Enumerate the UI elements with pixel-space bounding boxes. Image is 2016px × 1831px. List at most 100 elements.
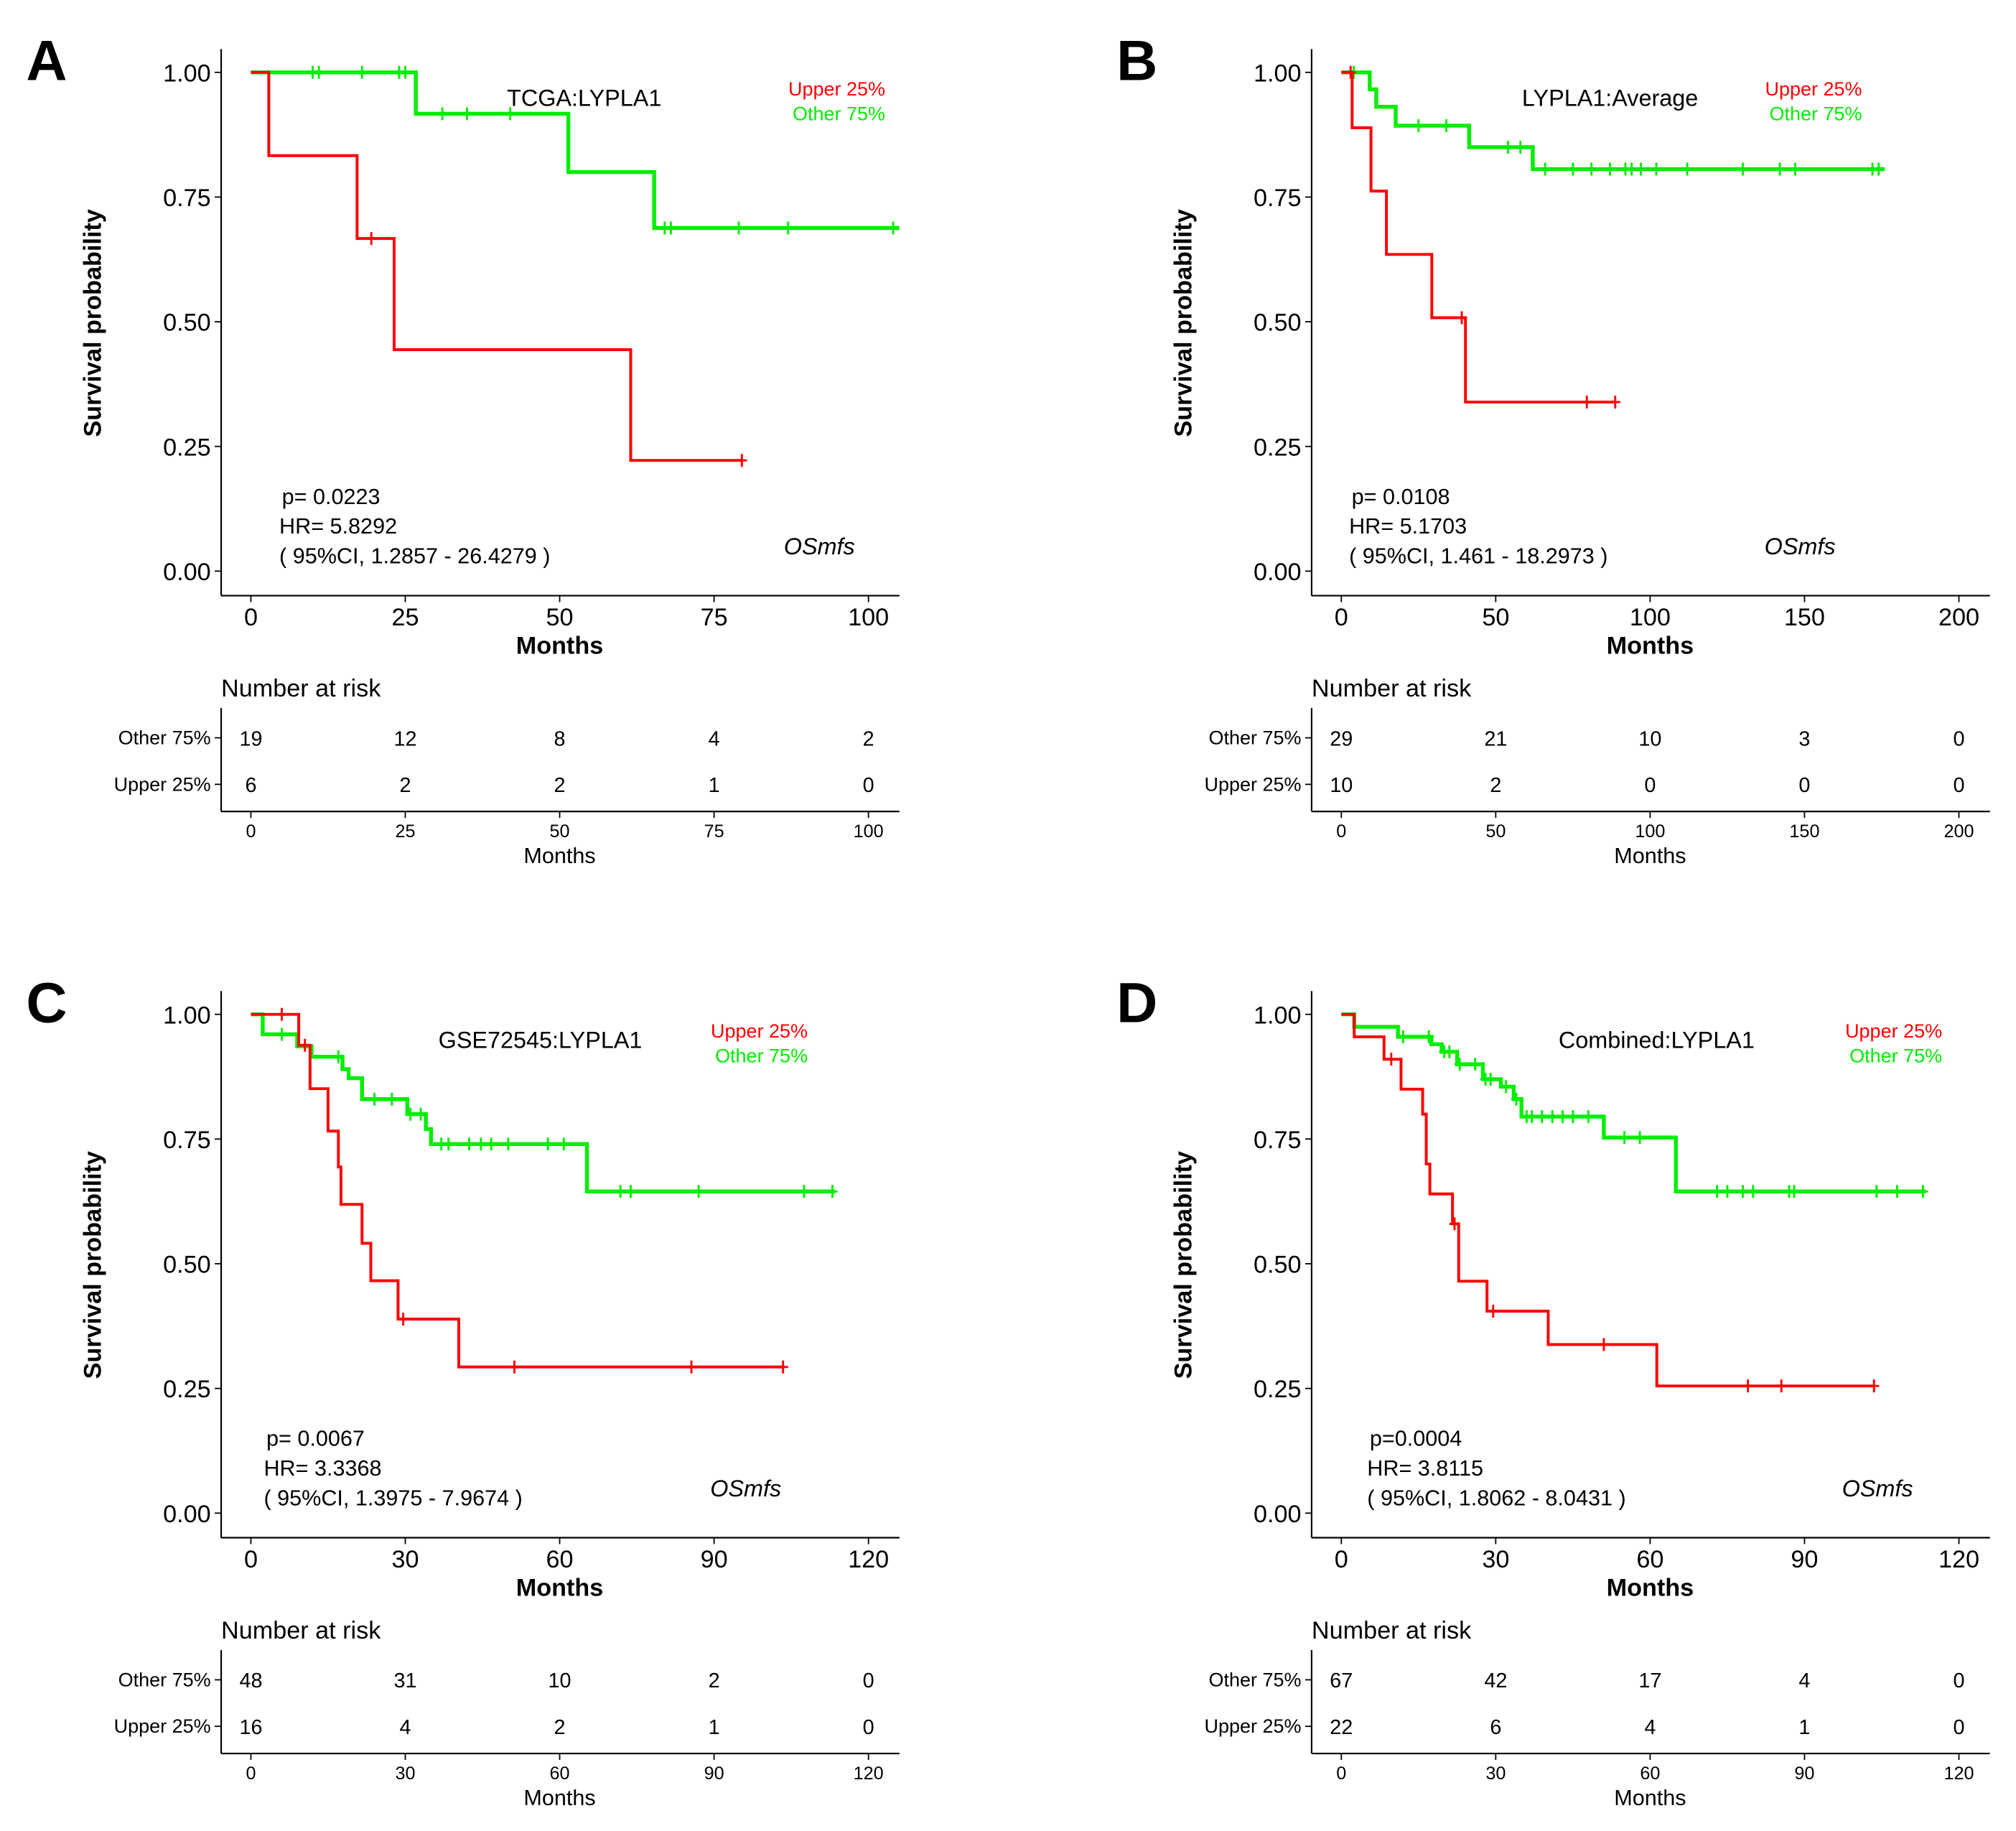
x-tick-label: 200 <box>1938 604 1979 631</box>
risk-count-upper: 2 <box>1490 774 1501 797</box>
risk-count-upper: 0 <box>1644 774 1656 797</box>
censor-mark-upper <box>1449 1217 1460 1231</box>
survival-curve-upper <box>1341 70 1615 404</box>
risk-x-axis-title: Months <box>1614 1786 1686 1810</box>
stat-line: HR= 3.3368 <box>263 1456 381 1481</box>
endpoint-label: OSmfs <box>1842 1476 1913 1501</box>
x-tick-label: 150 <box>1784 604 1825 631</box>
risk-count-other: 21 <box>1484 727 1507 750</box>
risk-count-other: 3 <box>1798 727 1810 750</box>
risk-x-tick-label: 90 <box>1794 1764 1814 1784</box>
risk-x-tick-label: 50 <box>1485 821 1506 842</box>
risk-x-tick-label: 90 <box>704 1764 724 1784</box>
legend-upper: Upper 25% <box>1845 1020 1942 1042</box>
y-tick-label: 0.00 <box>163 559 211 586</box>
risk-count-other: 4 <box>1798 1669 1810 1692</box>
censor-mark-other <box>475 1137 487 1151</box>
censor-mark-other <box>1546 1110 1558 1124</box>
censor-mark-other <box>486 1137 497 1151</box>
y-tick-label: 0.50 <box>1254 309 1302 337</box>
risk-table-title: Number at risk <box>1312 1617 1472 1644</box>
panel-label: A <box>26 29 67 93</box>
risk-table-title: Number at risk <box>1312 675 1472 702</box>
risk-count-other: 12 <box>393 727 416 750</box>
censor-mark-other <box>1722 1185 1733 1198</box>
censor-mark-other <box>1454 1058 1465 1071</box>
risk-count-upper: 2 <box>554 1716 566 1739</box>
censor-mark-other <box>1918 1185 1928 1198</box>
risk-count-other: 29 <box>1330 727 1353 750</box>
risk-count-upper: 16 <box>239 1716 262 1739</box>
censor-mark-other <box>462 107 472 121</box>
y-tick-label: 0.75 <box>163 1127 211 1154</box>
risk-x-tick-label: 150 <box>1789 821 1819 842</box>
censor-mark-other <box>443 1137 454 1151</box>
risk-count-other: 2 <box>863 727 874 750</box>
y-axis-title: Survival probability <box>80 209 107 437</box>
censor-mark-other <box>542 1137 554 1151</box>
survival-curve-other <box>1341 70 1885 172</box>
risk-x-tick-label: 0 <box>1336 821 1346 842</box>
risk-count-other: 8 <box>554 727 566 750</box>
stat-line: ( 95%CI, 1.3975 - 7.9674 ) <box>263 1486 522 1511</box>
x-axis-title: Months <box>1607 1574 1694 1601</box>
risk-count-other: 0 <box>1953 727 1964 750</box>
y-tick-label: 1.00 <box>1254 60 1302 87</box>
stat-line: ( 95%CI, 1.461 - 18.2973 ) <box>1349 544 1607 569</box>
risk-count-other: 0 <box>1953 1669 1964 1692</box>
legend-upper: Upper 25% <box>711 1020 808 1042</box>
censor-mark-other <box>505 107 515 121</box>
risk-count-upper: 1 <box>709 774 720 797</box>
risk-x-tick-label: 30 <box>1485 1764 1506 1784</box>
censor-mark-upper <box>737 454 747 467</box>
survival-curve-upper <box>1341 1012 1875 1388</box>
censor-mark-other <box>1526 1110 1537 1124</box>
censor-mark-upper <box>1582 395 1592 409</box>
censor-mark-other <box>1892 1185 1903 1198</box>
survival-curve-other <box>251 70 900 230</box>
risk-count-other: 0 <box>863 1669 874 1692</box>
censor-mark-other <box>386 1092 398 1106</box>
risk-x-tick-label: 0 <box>1336 1764 1346 1784</box>
censor-mark-other <box>1567 1110 1579 1124</box>
censor-mark-other <box>887 221 899 235</box>
survival-curve-other <box>1341 1012 1926 1193</box>
y-tick-label: 0.75 <box>1254 185 1302 212</box>
x-tick-label: 60 <box>546 1546 574 1573</box>
risk-x-axis-title: Months <box>523 1786 595 1810</box>
risk-row-label-upper: Upper 25% <box>1204 1715 1301 1737</box>
censor-mark-other <box>464 1137 475 1151</box>
risk-count-other: 4 <box>709 727 720 750</box>
risk-row-label-upper: Upper 25% <box>114 1715 211 1737</box>
risk-x-tick-label: 30 <box>395 1764 415 1784</box>
legend-other: Other 75% <box>715 1045 808 1066</box>
legend-other: Other 75% <box>793 103 885 124</box>
censor-mark-upper <box>778 1360 788 1374</box>
x-tick-label: 100 <box>1630 604 1671 631</box>
risk-row-label-other: Other 75% <box>1209 1669 1302 1690</box>
x-tick-label: 30 <box>391 1546 419 1573</box>
risk-row-label-other: Other 75% <box>118 727 211 749</box>
risk-x-tick-label: 200 <box>1943 821 1974 842</box>
censor-mark-other <box>1583 1110 1594 1124</box>
risk-count-upper: 0 <box>1953 1716 1964 1739</box>
censor-mark-other <box>615 1185 626 1198</box>
risk-x-tick-label: 50 <box>550 821 570 842</box>
y-tick-label: 0.25 <box>1254 1376 1302 1403</box>
risk-x-tick-label: 25 <box>395 821 415 842</box>
risk-count-upper: 4 <box>1644 1716 1656 1739</box>
panel-d: D0.000.250.500.751.000 30 60 90 120MonthsSur… <box>1116 970 1990 1810</box>
censor-mark-other <box>276 1028 287 1041</box>
chart-title: Combined:LYPLA1 <box>1559 1027 1755 1053</box>
y-tick-label: 0.75 <box>1254 1127 1302 1154</box>
risk-row-label-other: Other 75% <box>118 1669 211 1690</box>
risk-table-title: Number at risk <box>221 1617 381 1644</box>
censor-mark-other <box>1873 162 1884 176</box>
risk-count-upper: 0 <box>1953 774 1964 797</box>
censor-mark-other <box>1567 162 1579 176</box>
risk-count-upper: 2 <box>554 774 566 797</box>
risk-count-other: 10 <box>549 1669 571 1692</box>
stat-line: HR= 5.8292 <box>279 514 397 539</box>
censor-mark-other <box>1634 1131 1646 1145</box>
censor-mark-other <box>693 1185 704 1198</box>
